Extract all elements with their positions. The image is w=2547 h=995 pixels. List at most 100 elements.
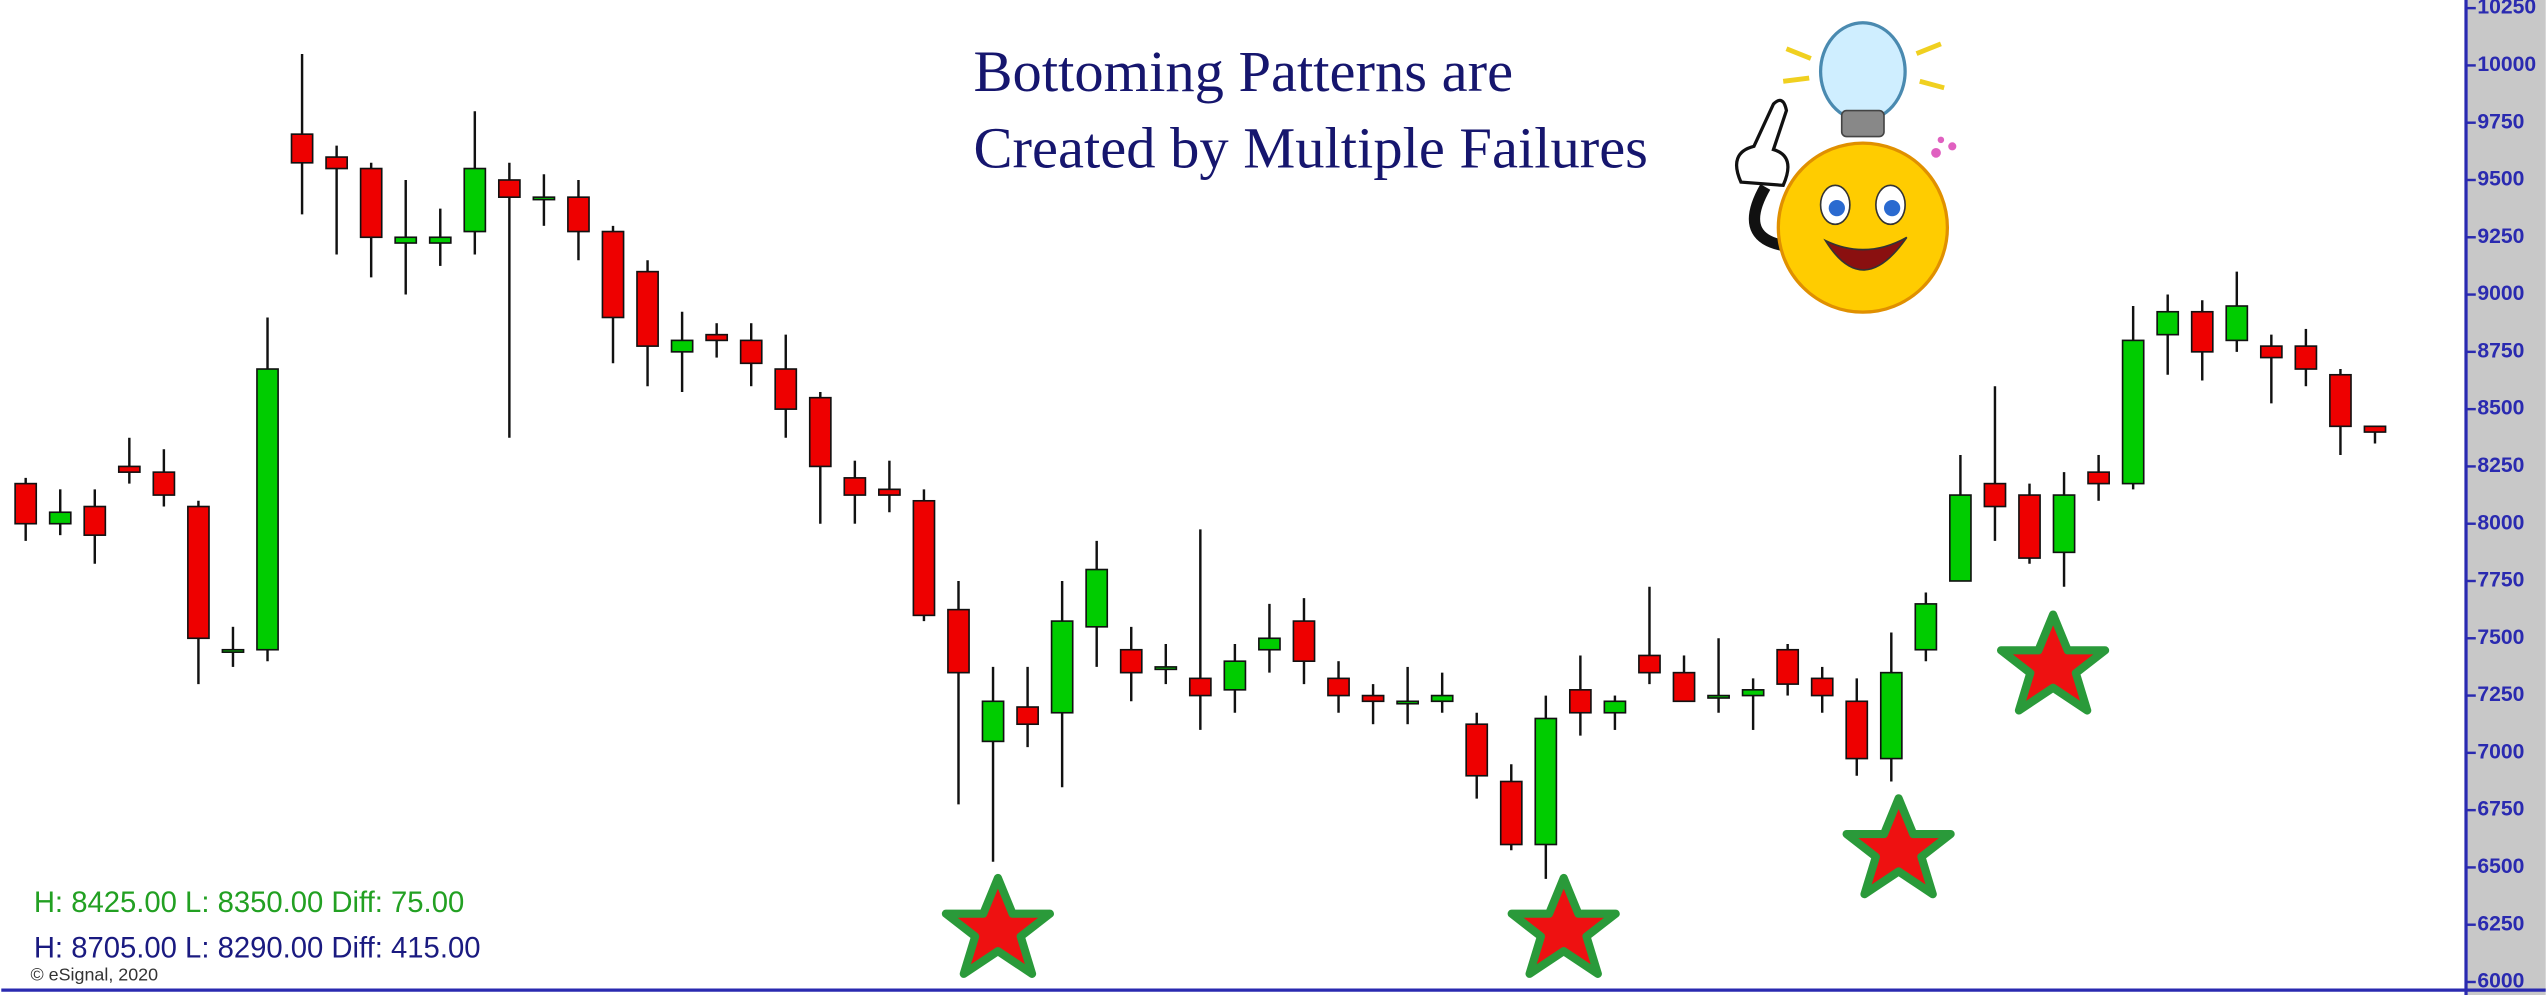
candle-body xyxy=(1154,666,1178,671)
candle-body xyxy=(394,236,418,244)
y-tick-label: 6750 xyxy=(2477,798,2524,821)
chart-title: Created by Multiple Failures xyxy=(974,115,1648,180)
y-tick-label: 8750 xyxy=(2477,339,2524,362)
candle-body xyxy=(1292,620,1316,663)
candle-body xyxy=(1534,717,1558,846)
candle-body xyxy=(1568,689,1592,714)
candle-body xyxy=(1430,694,1454,703)
candle-body xyxy=(463,167,487,233)
candle-body xyxy=(1016,706,1039,726)
y-tick-label: 7750 xyxy=(2477,569,2524,592)
axis-band xyxy=(2467,0,2546,995)
info-line: H: 8705.00 L: 8290.00 Diff: 415.00 xyxy=(34,933,481,965)
candle-body xyxy=(2087,471,2110,485)
candle-body xyxy=(774,368,798,410)
candle-body xyxy=(601,230,625,319)
candle-body xyxy=(1050,620,1074,714)
candle-body xyxy=(325,156,349,170)
candle-body xyxy=(1879,671,1903,760)
candle-body xyxy=(1638,654,1661,674)
candle-body xyxy=(1810,677,1834,697)
candle-body xyxy=(359,167,383,239)
candle-body xyxy=(947,608,970,674)
candle-body xyxy=(152,471,176,496)
copyright: © eSignal, 2020 xyxy=(31,964,159,984)
smiley xyxy=(1735,21,1957,314)
y-tick-label: 8500 xyxy=(2477,397,2524,420)
y-tick-label: 6000 xyxy=(2477,970,2524,993)
y-tick-label: 7250 xyxy=(2477,683,2524,706)
candle-body xyxy=(1327,677,1350,697)
candle-body xyxy=(1776,648,1800,685)
candle-body xyxy=(843,477,867,496)
candle-body xyxy=(2225,305,2249,342)
candle-body xyxy=(1741,689,1765,697)
candle-body xyxy=(1949,494,1972,582)
candle-body xyxy=(48,511,72,525)
candle-body xyxy=(532,196,556,201)
candle-body xyxy=(739,339,763,365)
candle-body xyxy=(187,505,210,640)
candle-body xyxy=(1396,700,1420,705)
y-tick-label: 10250 xyxy=(2477,0,2536,19)
y-tick-label: 9250 xyxy=(2477,225,2524,248)
candle-body xyxy=(1672,671,1696,703)
candle-body xyxy=(636,270,659,347)
candle-body xyxy=(1119,648,1143,674)
star xyxy=(1847,798,1951,894)
candle-body xyxy=(808,396,832,468)
candle-body xyxy=(1465,723,1489,777)
candle-body xyxy=(2259,345,2283,359)
y-tick-label: 10000 xyxy=(2477,53,2536,76)
y-tick-label: 7000 xyxy=(2477,740,2524,763)
chart-title: Bottoming Patterns are xyxy=(974,39,1514,104)
candle-body xyxy=(981,700,1005,743)
candle-body xyxy=(14,482,38,525)
candle-body xyxy=(670,339,694,353)
stars xyxy=(946,615,2105,974)
candle-body xyxy=(1361,694,1385,703)
star xyxy=(1512,878,1616,974)
candle-body xyxy=(1707,694,1730,699)
y-tick-label: 6500 xyxy=(2477,855,2524,878)
candle-body xyxy=(1499,780,1523,846)
candle-body xyxy=(117,465,141,473)
candle-body xyxy=(83,505,107,536)
candle-body xyxy=(2052,494,2076,554)
candle-body xyxy=(428,236,452,244)
star xyxy=(2001,615,2105,711)
candle-body xyxy=(705,333,729,342)
candle-body xyxy=(567,196,590,233)
candle-body xyxy=(2294,345,2318,370)
candle-body xyxy=(912,499,936,617)
candle-body xyxy=(1983,482,2007,508)
y-tick-label: 9000 xyxy=(2477,282,2524,305)
candle-body xyxy=(2329,373,2352,428)
candle-body xyxy=(2190,310,2214,353)
candle-body xyxy=(1845,700,1869,760)
candle-body xyxy=(221,648,245,653)
candle-body xyxy=(1223,660,1247,691)
candle-body xyxy=(1188,677,1212,697)
candle-body xyxy=(1914,603,1938,651)
y-tick-label: 6250 xyxy=(2477,912,2524,935)
candle-body xyxy=(2363,425,2387,433)
candle-body xyxy=(1258,637,1281,651)
candle-body xyxy=(878,488,901,496)
y-tick-label: 9500 xyxy=(2477,168,2524,191)
candle-body xyxy=(2156,310,2180,336)
candle-body xyxy=(497,179,521,198)
star xyxy=(946,878,1050,974)
y-tick-label: 8250 xyxy=(2477,454,2524,477)
y-tick-label: 8000 xyxy=(2477,511,2524,534)
y-tick-label: 9750 xyxy=(2477,110,2524,133)
y-tick-label: 7500 xyxy=(2477,626,2524,649)
candle-body xyxy=(1085,568,1109,628)
candle-body xyxy=(290,133,314,164)
candle-body xyxy=(2121,339,2145,485)
info-line: H: 8425.00 L: 8350.00 Diff: 75.00 xyxy=(34,887,464,919)
candle-body xyxy=(256,368,279,651)
candle-body xyxy=(2018,494,2041,559)
candle-body xyxy=(1603,700,1627,714)
